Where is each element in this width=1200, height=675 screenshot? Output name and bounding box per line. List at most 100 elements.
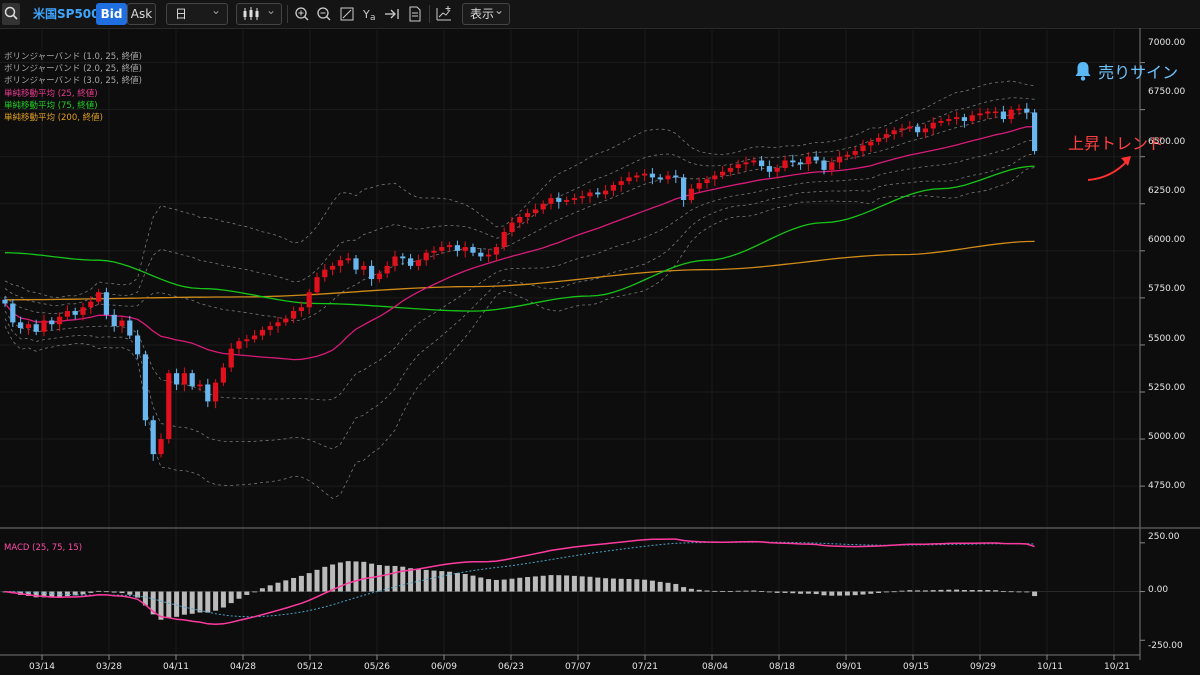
candle-body [868,141,874,146]
candle-body [486,254,492,257]
macd-histogram-bar [283,580,289,592]
candle-body [681,177,687,200]
display-menu-label: 表示 [470,7,495,21]
macd-histogram-bar [751,590,757,592]
candle-body [80,307,86,315]
macd-histogram-bar [696,589,702,592]
candle-body [127,320,133,336]
macd-histogram-bar [189,591,195,614]
candle-body [610,184,616,191]
macd-histogram-bar [57,591,63,598]
candle-body [306,292,312,308]
macd-histogram-bar [174,591,180,617]
candle-body [236,341,242,349]
macd-histogram-bar [415,569,421,592]
candle-body [946,119,952,121]
candle-body [883,134,889,138]
macd-histogram-bar [33,591,39,598]
macd-histogram-bar [805,591,811,594]
candle-body [915,126,921,133]
candle-body [2,299,8,304]
candle-body [595,192,601,195]
price-tick: 6500.00 [1148,137,1186,147]
add-indicator-icon[interactable] [434,4,454,24]
zoom-out-icon[interactable] [314,4,334,24]
candle-body [813,156,819,161]
candle-body [782,160,788,168]
macd-histogram-bar [462,574,468,592]
svg-text:a: a [370,13,376,23]
date-tick: 09/01 [836,662,862,672]
zoom-in-icon[interactable] [292,4,312,24]
candle-body [252,335,258,340]
candle-body [353,258,359,270]
candle-body [712,175,718,180]
bell-icon [1075,62,1091,81]
macd-histogram-bar [345,561,351,592]
bid-button[interactable]: Bid [96,3,127,25]
macd-histogram-bar [798,591,804,594]
chart-type-select[interactable]: ⌄ [236,3,282,25]
macd-histogram-bar [673,583,679,592]
fit-screen-icon[interactable] [337,4,357,24]
macd-histogram-bar [400,566,406,592]
ask-button[interactable]: Ask [127,3,156,25]
date-tick: 03/28 [96,662,122,672]
macd-histogram-bar [1008,591,1014,593]
price-tick: 7000.00 [1148,38,1186,48]
candle-body [174,373,180,385]
macd-histogram-bar [595,577,601,592]
candle-body [408,258,414,266]
candle-body [766,166,772,172]
candle-body [314,277,320,293]
macd-histogram-bar [868,591,874,594]
macd-histogram-bar [829,591,835,596]
candle-body [150,420,156,455]
macd-histogram-bar [252,591,258,593]
chevron-down-icon: ⌄ [210,3,221,17]
display-menu-button[interactable]: 表示 ⌄ [462,3,510,25]
macd-histogram-bar [158,591,164,620]
macd-histogram-bar [337,562,343,592]
candle-body [540,203,546,210]
candle-body [205,384,211,402]
candle-body [259,329,265,336]
macd-histogram-bar [564,575,570,592]
sma25-line [4,125,1035,361]
candle-body [158,439,164,455]
document-icon[interactable] [405,4,425,24]
candle-body [166,373,172,440]
macd-histogram-bar [727,590,733,592]
macd-histogram-bar [571,575,577,592]
candle-body [41,320,47,332]
macd-histogram-bar [41,591,47,598]
candle-body [384,265,390,274]
macd-histogram-bar [259,588,265,592]
candle-body [135,335,141,355]
candle-body [985,111,991,114]
macd-histogram-bar [306,573,312,592]
sma75-line [4,165,1035,312]
chevron-down-icon: ⌄ [493,3,504,17]
macd-histogram-bar [665,582,671,592]
timeframe-select[interactable]: 日 ⌄ [166,3,228,25]
macd-histogram-bar [657,581,663,592]
macd-histogram-bar [891,591,897,593]
jump-to-latest-icon[interactable] [382,4,402,24]
macd-histogram-bar [314,569,320,592]
macd-histogram-bar [603,578,609,592]
candle-body [579,196,585,199]
macd-histogram-bar [275,582,281,592]
macd-histogram-bar [844,591,850,596]
macd-histogram-bar [423,569,429,592]
candle-body [64,311,70,317]
candle-body [244,339,250,342]
price-tick: 5500.00 [1148,334,1186,344]
candle-body [696,183,702,189]
search-icon [4,6,18,20]
search-button[interactable] [2,3,20,25]
symbol-label[interactable]: 米国SP500 [33,7,100,21]
macd-histogram-bar [64,591,70,597]
